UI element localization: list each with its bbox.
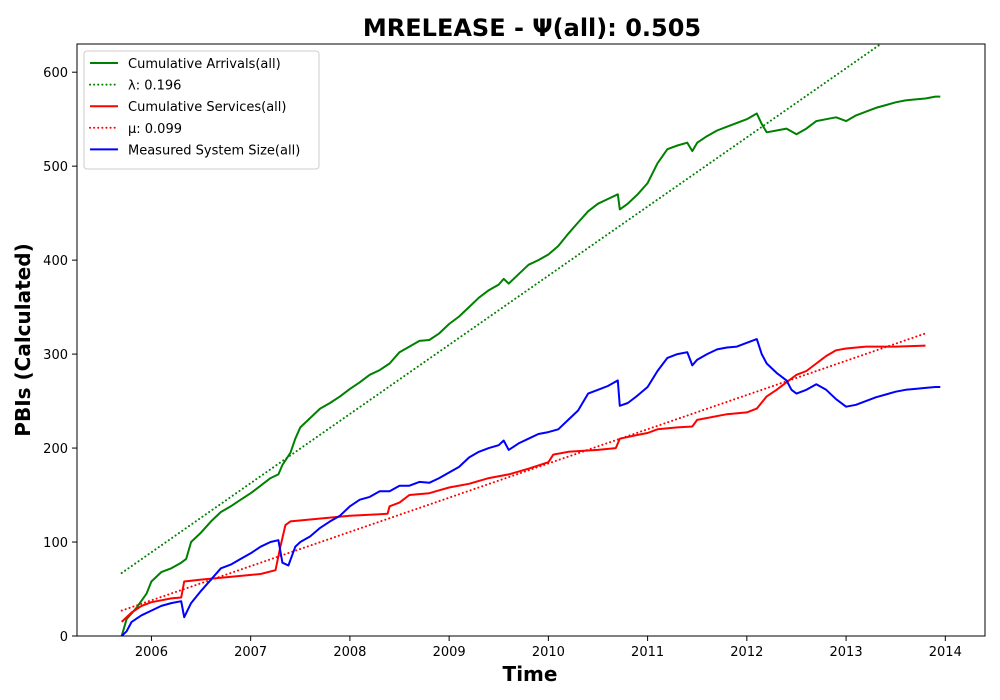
legend-label: Measured System Size(all) [128,143,300,158]
y-tick-label: 300 [43,348,68,363]
legend: Cumulative Arrivals(all) λ: 0.196 Cumulati… [83,50,320,170]
x-tick-label: 2013 [830,645,863,660]
x-tick-label: 2010 [532,645,565,660]
y-tick-label: 0 [60,630,68,645]
series-line-2 [120,44,882,574]
legend-label: μ: 0.099 [128,122,182,137]
x-tick-label: 2012 [730,645,763,660]
y-tick-label: 100 [43,536,68,551]
x-ticks: 2006 2007 2008 2009 2010 2011 2012 2013 2014 [135,636,962,660]
x-tick-label: 2007 [234,645,267,660]
legend-label: Cumulative Services(all) [128,100,286,115]
legend-label: Cumulative Arrivals(all) [128,57,281,72]
x-tick-label: 2014 [929,645,962,660]
series-line-1 [120,95,941,636]
x-tick-label: 2006 [135,645,168,660]
y-tick-label: 600 [43,66,68,81]
y-ticks: 0 100 200 300 400 500 600 [43,66,77,645]
series-line-3 [121,344,926,623]
x-tick-label: 2009 [433,645,466,660]
y-tick-label: 500 [43,160,68,175]
x-tick-label: 2011 [631,645,664,660]
chart-title: MRELEASE - Ψ(all): 0.505 [363,14,701,42]
legend-label: λ: 0.196 [128,79,181,94]
legend-box [83,50,320,170]
plot-lines [120,44,941,636]
x-tick-label: 2008 [333,645,366,660]
series-line-5 [121,338,941,636]
plot-frame [76,43,986,637]
y-axis-label: PBIs (Calculated) [11,243,35,436]
y-tick-label: 400 [43,254,68,269]
series-line-4 [120,332,927,612]
y-tick-label: 200 [43,442,68,457]
x-axis-label: Time [503,662,558,686]
